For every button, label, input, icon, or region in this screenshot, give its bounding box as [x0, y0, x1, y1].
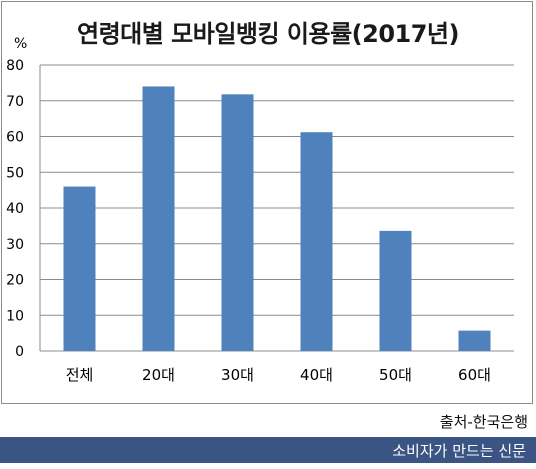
bar [142, 86, 175, 351]
x-tick-label: 30대 [221, 366, 254, 384]
bar [63, 186, 96, 351]
bar-chart: 0 10 20 30 40 50 60 70 80 전체 20대 30대 40대 50대 60대 [6, 58, 514, 384]
x-tick-label: 60대 [458, 366, 491, 384]
x-tick-label: 40대 [300, 366, 333, 384]
y-tick-label: 40 [6, 201, 24, 217]
y-tick-label: 60 [6, 130, 24, 146]
x-tick-label: 20대 [142, 366, 175, 384]
bar [458, 330, 491, 351]
y-tick-label: 10 [6, 308, 24, 324]
y-tick-label: 30 [6, 237, 24, 253]
source-label: 출처-한국은행 [439, 413, 528, 431]
y-tick-label: 80 [6, 58, 24, 74]
y-tick-label: 0 [15, 344, 24, 360]
bar [300, 132, 333, 351]
footer-text: 소비자가 만드는 신문 [392, 442, 526, 460]
x-tick-label: 50대 [379, 366, 412, 384]
y-tick-label: 70 [6, 94, 24, 110]
footer-bar: 소비자가 만드는 신문 [0, 437, 536, 463]
y-axis-unit: % [14, 36, 28, 52]
y-tick-label: 50 [6, 165, 24, 181]
x-tick-label: 전체 [66, 366, 94, 384]
bar [221, 94, 254, 351]
y-tick-label: 20 [6, 273, 24, 289]
bar [379, 230, 412, 351]
chart-title: 연령대별 모바일뱅킹 이용률(2017년) [77, 20, 460, 48]
